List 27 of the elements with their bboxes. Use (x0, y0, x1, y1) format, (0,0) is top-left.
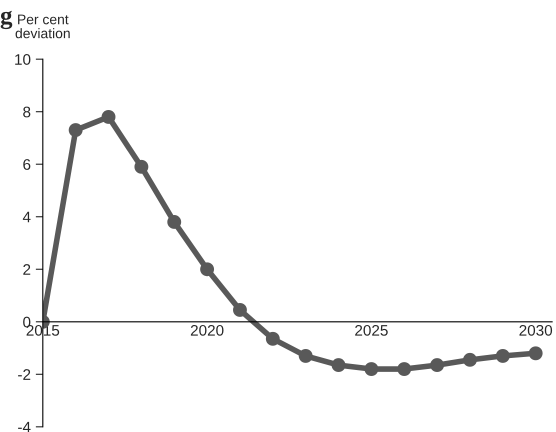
y-tick-label: 2 (23, 264, 30, 275)
point (266, 332, 280, 346)
x-tick-label: 2025 (355, 324, 388, 336)
point (134, 160, 148, 174)
point (298, 348, 313, 363)
point (200, 262, 214, 276)
x-tick-label: 2020 (190, 324, 224, 336)
y-tick-label: 6 (23, 159, 30, 170)
point (397, 362, 412, 376)
point (463, 352, 477, 367)
point (68, 123, 83, 138)
point (332, 358, 346, 372)
y-tick-label: -2 (18, 369, 30, 380)
point (430, 358, 444, 372)
y-tick-label: 4 (22, 212, 31, 222)
y-tick-label: -4 (18, 422, 31, 432)
point (496, 348, 510, 363)
point (233, 303, 247, 317)
point (364, 362, 378, 376)
chart-title: g (0, 10, 12, 30)
point (102, 110, 116, 124)
x-tick-label: 2030 (519, 324, 552, 336)
point (528, 346, 543, 360)
y-tick-label: 10 (15, 54, 30, 65)
y-tick-label: 8 (23, 106, 30, 118)
point (167, 215, 182, 229)
y-axis-title: Per cent deviation (16, 14, 70, 38)
